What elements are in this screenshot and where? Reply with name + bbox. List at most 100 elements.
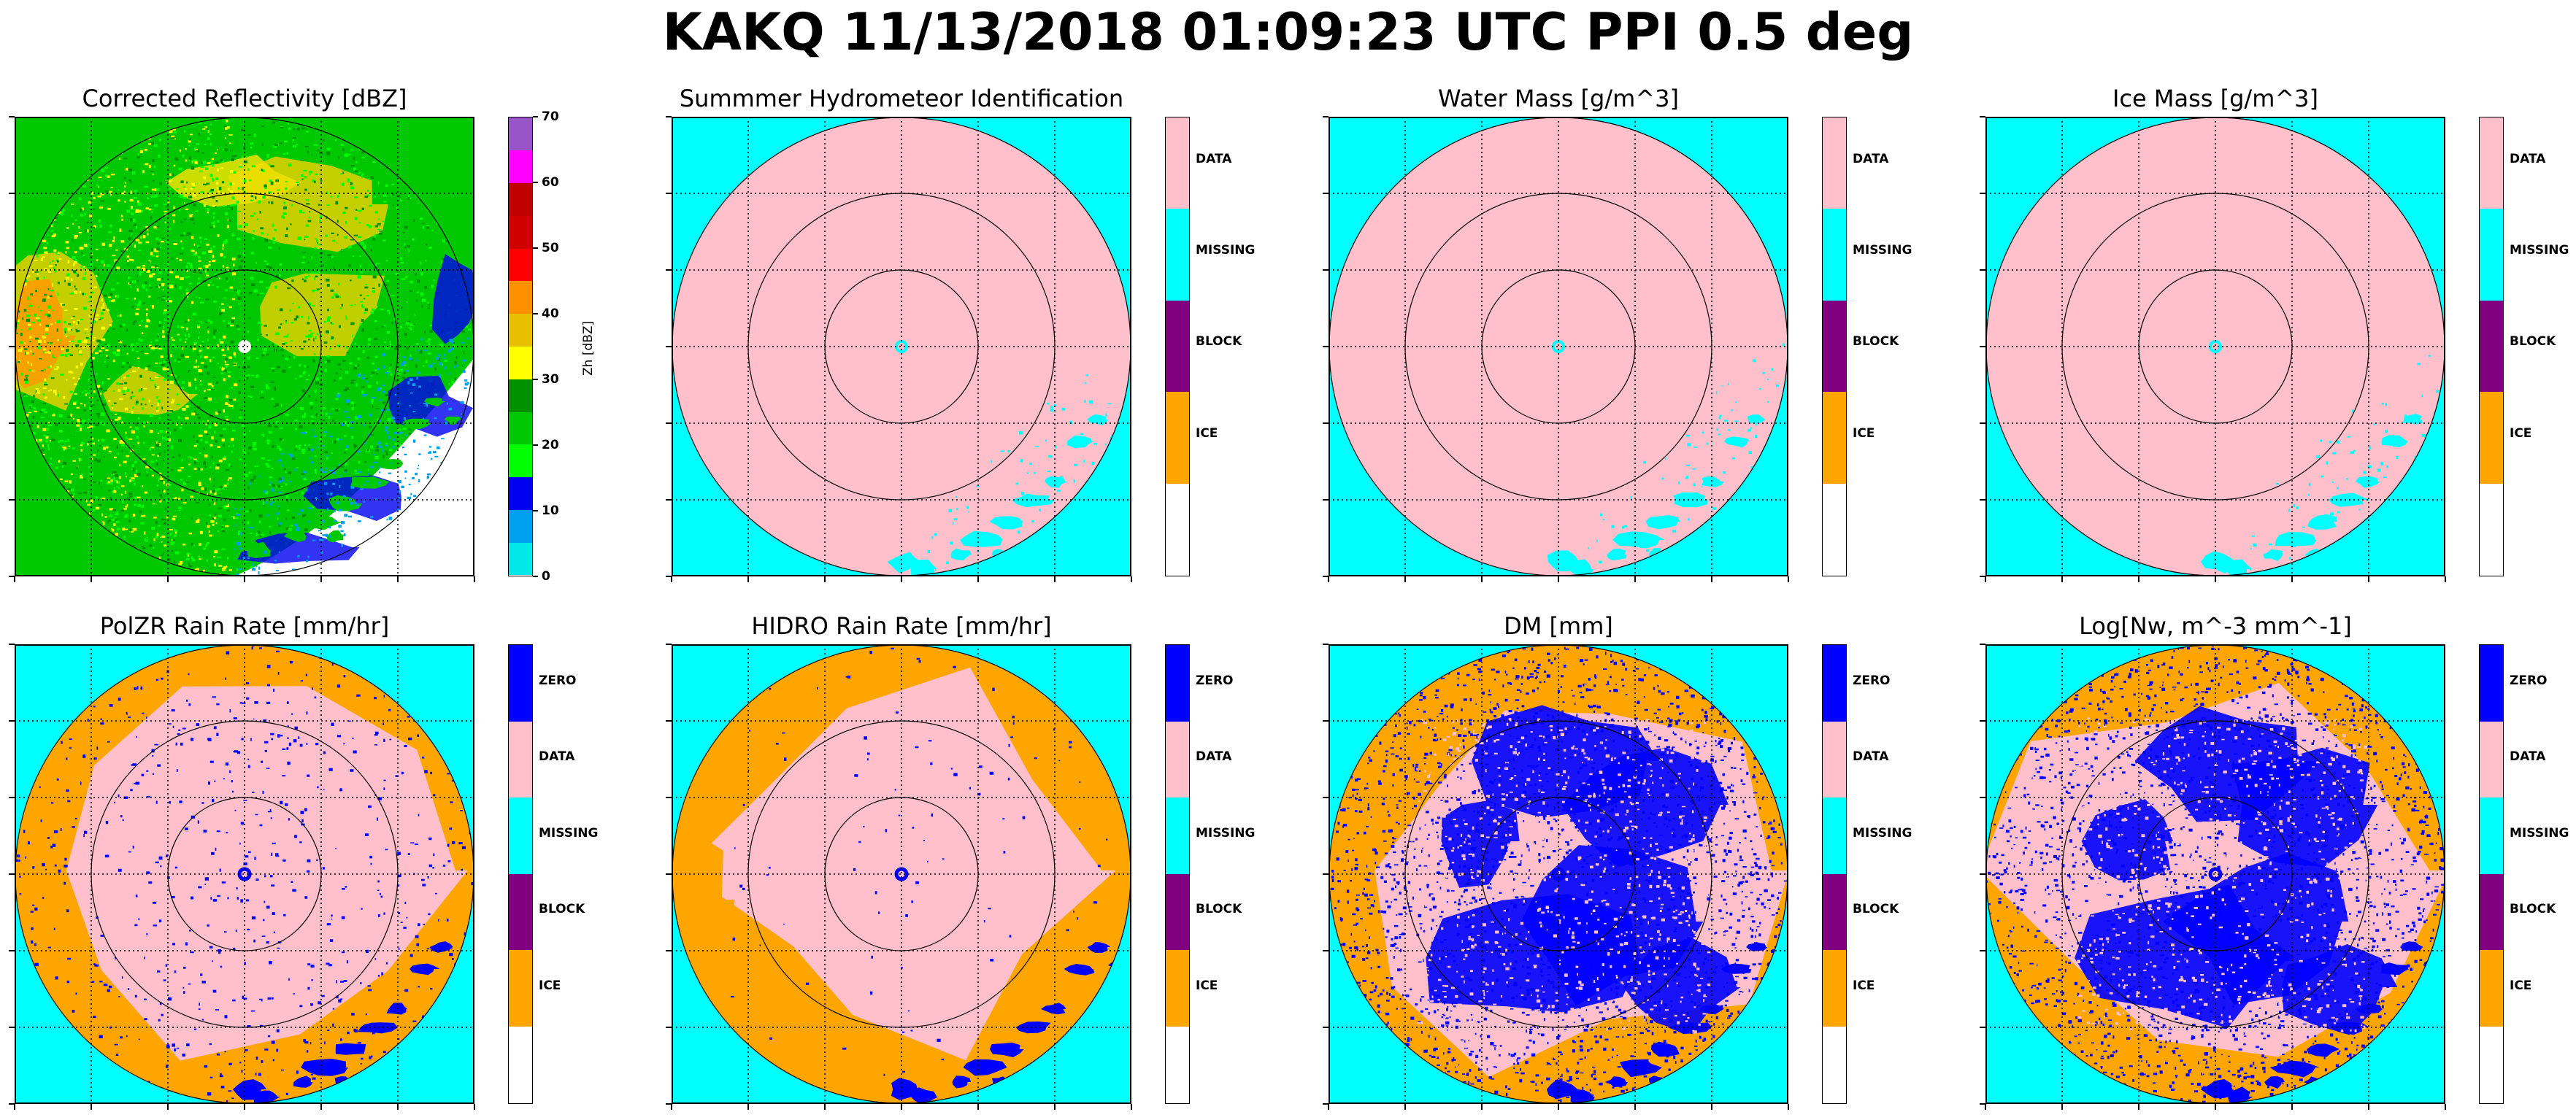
colorbar-category-label: DATA [539,749,575,765]
colorbar [1822,117,1847,576]
colorbar-segment [509,1026,532,1103]
axis-tick [1323,346,1329,347]
axis-tick [167,576,169,582]
colorbar-segment [1823,721,1846,798]
colorbar-segment [2480,117,2503,209]
colorbar-tick [533,576,538,577]
axis-tick [901,1104,902,1110]
colorbar-segment [1823,1026,1846,1103]
axis-tick [1980,269,1985,271]
colorbar-segment [2480,721,2503,798]
colorbar-category-label: DATA [1196,749,1232,765]
colorbar-tick [533,247,538,249]
colorbar-segment [2480,1026,2503,1103]
axis-tick [1985,576,1986,582]
axis-tick [397,576,399,582]
colorbar-segment [2480,483,2503,576]
axis-tick [666,116,672,117]
ppi-plot-canvas [1329,117,1788,576]
axis-tick [1980,576,1985,577]
axis-tick [1131,1104,1132,1110]
axis-tick [1054,1104,1056,1110]
colorbar-segment [1166,797,1189,874]
colorbar-category-label: DATA [1853,151,1889,166]
axis-tick [666,797,672,798]
ppi-plot [1985,644,2445,1104]
axis-tick [1558,1104,1559,1110]
colorbar-category-label: BLOCK [539,902,585,917]
colorbar-category-label: BLOCK [1196,902,1242,917]
ppi-plot [15,117,474,576]
ppi-plot [1329,644,1788,1104]
colorbar-category-label: BLOCK [1853,902,1899,917]
axis-tick [474,1104,475,1110]
axis-tick [244,576,245,582]
axis-tick [1788,1104,1789,1110]
colorbar-segment [2480,950,2503,1027]
colorbar-tick-label: 40 [542,306,559,321]
ppi-plot-canvas [1985,117,2445,576]
panel-title: Corrected Reflectivity [dBZ] [82,85,407,112]
axis-tick [1980,873,1985,875]
colorbar-segment [1166,1026,1189,1103]
axis-tick [1323,873,1329,875]
axis-tick [977,1104,979,1110]
colorbar-segment [509,379,532,412]
axis-tick [9,873,15,875]
colorbar-segment [2480,797,2503,874]
axes-frame [1329,644,1788,1104]
axis-tick [1980,950,1985,951]
colorbar-segment [509,645,532,722]
ppi-plot-canvas [672,644,1131,1104]
axis-tick [666,346,672,347]
axis-tick [1788,576,1789,582]
colorbar-segment [1166,873,1189,951]
colorbar-category-label: MISSING [1196,825,1256,841]
ppi-plot-canvas [15,644,474,1104]
colorbar-segment [509,248,532,282]
axis-tick [1980,422,1985,424]
colorbar-segment [509,182,532,216]
axis-tick [901,576,902,582]
axis-tick [1711,576,1712,582]
colorbar-segment [2480,209,2503,301]
colorbar-segment [1166,950,1189,1027]
radar-domain [15,645,474,1103]
colorbar-segment [1166,300,1189,393]
axis-tick [9,346,15,347]
axis-tick [824,1104,826,1110]
axis-tick [9,576,15,577]
axis-tick [2291,1104,2293,1110]
colorbar-tick-label: 50 [542,241,559,255]
axis-tick [320,576,322,582]
colorbar-category-label: ZERO [539,673,577,688]
colorbar-tick-label: 20 [542,438,559,452]
data-speckle [2073,717,2368,1033]
colorbar-segment [1823,392,1846,484]
axis-tick [167,1104,169,1110]
colorbar-segment [1166,392,1189,484]
colorbar-segment [509,797,532,874]
colorbar-tick-label: 30 [542,372,559,387]
colorbar-segment [509,444,532,478]
axes-frame [15,117,474,576]
figure-suptitle: KAKQ 11/13/2018 01:09:23 UTC PPI 0.5 deg [662,2,1914,62]
axis-tick [666,576,672,577]
colorbar-segment [1823,209,1846,301]
axis-tick [747,576,749,582]
axis-tick [2138,1104,2139,1110]
colorbar-segment [2480,300,2503,393]
colorbar [1822,644,1847,1104]
axis-tick [1481,1104,1483,1110]
axis-tick [1980,193,1985,194]
colorbar-category-label: ZERO [2510,673,2548,688]
colorbar-tick-label: 70 [542,109,559,124]
axis-tick [666,873,672,875]
axis-tick [320,1104,322,1110]
colorbar-tick-label: 10 [542,503,559,518]
ppi-plot [15,644,474,1104]
panel-title: HIDRO Rain Rate [mm/hr] [751,612,1052,640]
colorbar-segment [1166,721,1189,798]
colorbar-segment [509,117,532,151]
colorbar-segment [1823,797,1846,874]
